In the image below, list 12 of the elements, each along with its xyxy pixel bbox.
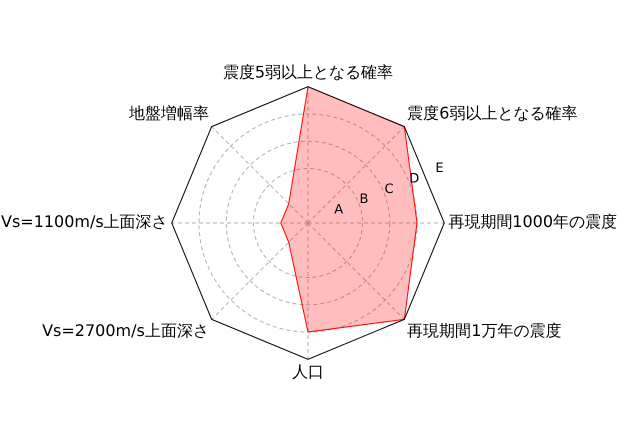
y-tick-label: A xyxy=(334,202,344,218)
spoke-label: 震度5弱以上となる確率 xyxy=(222,62,394,82)
spoke-label: 再現期間1000年の震度 xyxy=(448,212,617,232)
spoke-label: 再現期間1万年の震度 xyxy=(407,320,562,340)
spoke-label: 地盤増幅率 xyxy=(128,103,209,122)
y-tick-label: B xyxy=(359,192,368,208)
spoke-label: Vs=1100m/s上面深さ xyxy=(1,212,168,232)
y-tick-label: C xyxy=(384,182,394,197)
spoke-label: Vs=2700m/s上面深さ xyxy=(42,320,209,340)
spoke-label: 人口 xyxy=(292,362,324,382)
y-tick-label: E xyxy=(435,160,444,176)
spoke-label: 震度6弱以上となる確率 xyxy=(407,103,578,122)
